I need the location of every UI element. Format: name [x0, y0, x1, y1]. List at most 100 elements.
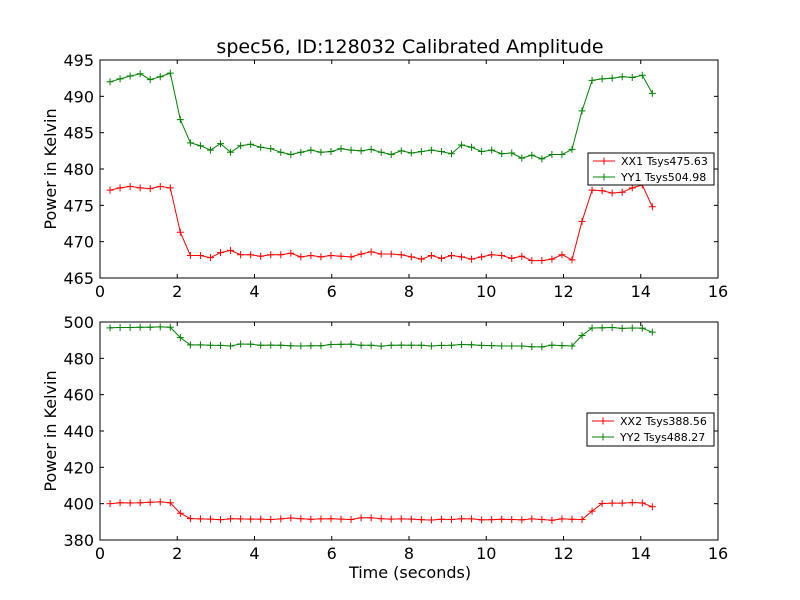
data-point — [417, 255, 425, 263]
data-point — [357, 147, 365, 155]
x-tick-label: 14 — [631, 282, 651, 301]
data-point — [488, 516, 496, 524]
data-point — [106, 324, 114, 332]
data-point — [307, 146, 315, 154]
data-point — [257, 341, 265, 349]
data-point — [608, 499, 616, 507]
y-tick-label: 470 — [63, 233, 94, 252]
x-tick-label: 6 — [327, 282, 337, 301]
data-point — [347, 340, 355, 348]
series-line — [109, 184, 653, 262]
data-point — [347, 253, 355, 261]
data-point — [247, 251, 255, 259]
data-point — [116, 184, 124, 192]
data-point — [608, 189, 616, 197]
data-point — [337, 252, 345, 260]
x-tick-label: 10 — [476, 282, 496, 301]
data-point — [528, 151, 536, 159]
data-point — [367, 248, 375, 256]
data-point — [237, 340, 245, 348]
data-point — [458, 515, 466, 523]
data-point — [488, 342, 496, 350]
data-point — [458, 253, 466, 261]
data-point — [156, 323, 164, 331]
data-point — [427, 342, 435, 350]
data-point — [407, 341, 415, 349]
data-point — [126, 499, 134, 507]
data-point — [267, 341, 275, 349]
data-point — [217, 516, 225, 524]
x-tick-label: 4 — [249, 544, 259, 563]
data-point — [247, 340, 255, 348]
data-point — [508, 149, 516, 157]
data-point — [397, 147, 405, 155]
data-point — [558, 150, 566, 158]
data-point — [618, 324, 626, 332]
data-point — [186, 341, 194, 349]
data-point — [277, 515, 285, 523]
data-point — [367, 514, 375, 522]
data-point — [317, 515, 325, 523]
data-point — [217, 341, 225, 349]
data-point — [186, 515, 194, 523]
data-point — [498, 515, 506, 523]
data-point — [307, 515, 315, 523]
data-point — [196, 142, 204, 150]
data-point — [598, 187, 606, 195]
x-axis-label: Time (seconds) — [348, 563, 471, 582]
data-point — [166, 499, 174, 507]
data-point — [237, 142, 245, 150]
data-point — [106, 78, 114, 86]
y-tick-label: 465 — [63, 269, 94, 288]
data-point — [287, 342, 295, 350]
legend-label: YY2 Tsys488.27 — [619, 431, 705, 444]
x-tick-label: 8 — [404, 544, 414, 563]
data-point — [116, 323, 124, 331]
data-point — [628, 73, 636, 81]
data-point — [518, 342, 526, 350]
data-point — [538, 257, 546, 265]
data-point — [277, 251, 285, 259]
data-point — [267, 145, 275, 153]
data-point — [156, 498, 164, 506]
data-point — [588, 507, 596, 515]
data-point — [508, 254, 516, 262]
data-point — [287, 514, 295, 522]
data-point — [196, 251, 204, 259]
data-point — [146, 498, 154, 506]
data-point — [297, 253, 305, 261]
data-point — [126, 72, 134, 80]
data-point — [488, 251, 496, 259]
data-point — [628, 184, 636, 192]
legend-label: XX2 Tsys388.56 — [620, 415, 707, 428]
data-point — [347, 146, 355, 154]
data-point — [427, 146, 435, 154]
data-point — [498, 342, 506, 350]
y-tick-label: 420 — [63, 458, 94, 477]
data-point — [568, 256, 576, 264]
data-point — [387, 341, 395, 349]
data-point — [146, 185, 154, 193]
data-point — [116, 75, 124, 83]
x-tick-label: 0 — [95, 282, 105, 301]
data-point — [267, 515, 275, 523]
data-point — [478, 516, 486, 524]
data-point — [648, 203, 656, 211]
series-line — [109, 72, 653, 160]
data-point — [407, 253, 415, 261]
data-point — [206, 254, 214, 262]
data-point — [106, 500, 114, 508]
data-point — [196, 341, 204, 349]
data-point — [387, 150, 395, 158]
data-point — [638, 499, 646, 507]
data-point — [146, 76, 154, 84]
x-tick-label: 14 — [631, 544, 651, 563]
data-point — [578, 217, 586, 225]
data-point — [407, 515, 415, 523]
data-point — [257, 143, 265, 151]
data-point — [397, 341, 405, 349]
y-tick-label: 440 — [63, 422, 94, 441]
data-point — [337, 340, 345, 348]
data-point — [217, 140, 225, 148]
y-tick-label: 380 — [63, 531, 94, 550]
